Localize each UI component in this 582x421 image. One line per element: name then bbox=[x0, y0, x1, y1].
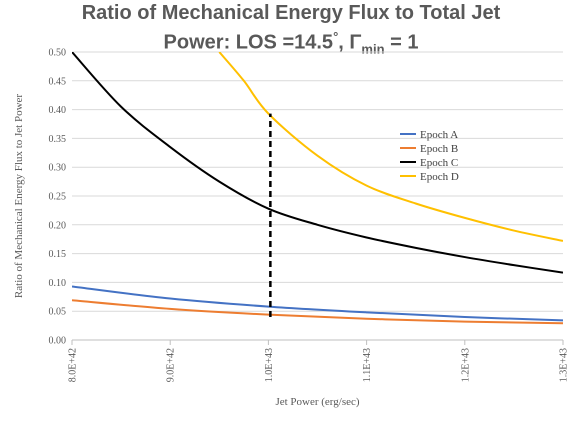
y-tick-label-7: 0.35 bbox=[49, 134, 67, 145]
y-tick-label-6: 0.30 bbox=[49, 163, 67, 174]
y-tick-label-0: 0.00 bbox=[49, 336, 67, 347]
y-tick-label-1: 0.05 bbox=[49, 307, 67, 318]
y-tick-label-3: 0.15 bbox=[49, 249, 67, 260]
x-tick-label-5: 1.3E+43 bbox=[559, 348, 570, 382]
chart-title-line1: Ratio of Mechanical Energy Flux to Total… bbox=[81, 2, 501, 24]
x-tick-label-2: 1.0E+43 bbox=[264, 348, 275, 382]
legend-label-epoch-b: Epoch B bbox=[420, 143, 458, 155]
series-line-epoch-c bbox=[72, 52, 563, 274]
chart-title-line2: Power: LOS =14.5°, Γmin = 1 bbox=[0, 25, 582, 61]
y-tick-label-10: 0.50 bbox=[49, 48, 67, 59]
title-suffix: = 1 bbox=[384, 31, 419, 54]
y-tick-label-8: 0.40 bbox=[49, 105, 67, 116]
title-sub: min bbox=[361, 41, 385, 57]
x-tick-label-1: 9.0E+42 bbox=[166, 348, 177, 382]
series-line-epoch-a bbox=[72, 285, 563, 322]
y-tick-label-2: 0.10 bbox=[49, 278, 67, 289]
series-line-epoch-b bbox=[72, 299, 563, 325]
x-tick-label-0: 8.0E+42 bbox=[68, 348, 79, 382]
x-tick-label-4: 1.2E+43 bbox=[460, 348, 471, 382]
y-tick-label-9: 0.45 bbox=[49, 76, 67, 87]
y-tick-label-4: 0.20 bbox=[49, 220, 67, 231]
series-line-epoch-d bbox=[218, 52, 563, 242]
x-axis-title: Jet Power (erg/sec) bbox=[275, 396, 359, 408]
legend-label-epoch-d: Epoch D bbox=[420, 171, 459, 183]
x-tick-label-3: 1.1E+43 bbox=[362, 348, 373, 382]
title-gamma: , Γ bbox=[338, 31, 362, 54]
title-degree: ° bbox=[333, 29, 339, 44]
chart-title: Ratio of Mechanical Energy Flux to Total… bbox=[0, 2, 582, 61]
legend-label-epoch-c: Epoch C bbox=[420, 157, 458, 169]
y-axis-title: Ratio of Mechanical Energy Flux to Jet P… bbox=[13, 94, 25, 299]
y-tick-label-5: 0.25 bbox=[49, 192, 67, 203]
legend-label-epoch-a: Epoch A bbox=[420, 129, 458, 141]
title-line2-prefix: Power: LOS =14.5 bbox=[163, 31, 334, 54]
